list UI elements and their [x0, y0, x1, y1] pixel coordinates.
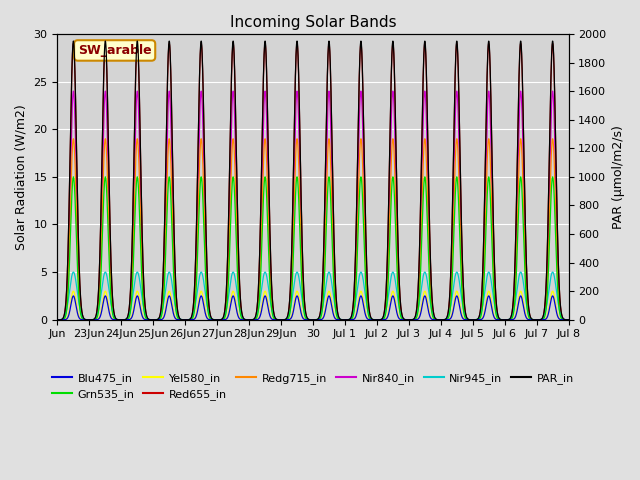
Blu475_in — [449, 310, 457, 315]
Nir945_in — [54, 317, 61, 323]
Red655_in — [564, 317, 572, 323]
Yel580_in — [230, 288, 237, 294]
Yel580_in — [449, 307, 457, 312]
Blu475_in — [230, 293, 237, 299]
Yel580_in — [486, 292, 494, 298]
Yel580_in — [521, 309, 529, 314]
Yel580_in — [70, 288, 77, 294]
Y-axis label: PAR (μmol/m2/s): PAR (μmol/m2/s) — [612, 125, 625, 229]
PAR_in — [99, 101, 107, 107]
Line: Nir840_in: Nir840_in — [58, 91, 568, 320]
Nir840_in — [564, 317, 572, 323]
Redg715_in — [564, 317, 572, 323]
Nir840_in — [195, 168, 202, 174]
Blu475_in — [195, 304, 202, 310]
Nir945_in — [449, 288, 457, 294]
Nir945_in — [564, 317, 572, 323]
Line: Yel580_in: Yel580_in — [58, 291, 568, 320]
Nir945_in — [521, 291, 529, 297]
PAR_in — [70, 38, 77, 44]
Grn535_in — [70, 174, 77, 180]
PAR_in — [54, 317, 61, 323]
Blu475_in — [564, 317, 572, 323]
Grn535_in — [230, 175, 237, 181]
PAR_in — [486, 67, 494, 72]
Title: Incoming Solar Bands: Incoming Solar Bands — [230, 15, 396, 30]
Grn535_in — [99, 213, 107, 218]
Blu475_in — [521, 311, 529, 317]
Blu475_in — [486, 297, 494, 302]
Redg715_in — [449, 237, 457, 243]
Legend: Blu475_in, Grn535_in, Yel580_in, Red655_in, Redg715_in, Nir840_in, Nir945_in, PA: Blu475_in, Grn535_in, Yel580_in, Red655_… — [47, 368, 579, 405]
Red655_in — [521, 204, 529, 210]
Yel580_in — [195, 300, 202, 306]
Red655_in — [449, 185, 457, 191]
Grn535_in — [521, 270, 529, 276]
Yel580_in — [564, 317, 572, 323]
Nir840_in — [230, 90, 237, 96]
Red655_in — [486, 69, 494, 74]
Red655_in — [70, 41, 77, 47]
Red655_in — [99, 103, 107, 108]
Redg715_in — [486, 156, 494, 162]
Blu475_in — [54, 317, 61, 323]
Y-axis label: Solar Radiation (W/m2): Solar Radiation (W/m2) — [15, 104, 28, 250]
Nir945_in — [230, 269, 237, 275]
Grn535_in — [486, 192, 494, 198]
Red655_in — [195, 129, 202, 135]
Red655_in — [54, 317, 61, 323]
Yel580_in — [54, 317, 61, 323]
Nir840_in — [54, 317, 61, 323]
Line: Red655_in: Red655_in — [58, 44, 568, 320]
Nir840_in — [99, 144, 107, 150]
Line: Blu475_in: Blu475_in — [58, 296, 568, 320]
Grn535_in — [449, 260, 457, 265]
Grn535_in — [195, 228, 202, 234]
Redg715_in — [195, 199, 202, 205]
PAR_in — [230, 40, 237, 46]
Line: Redg715_in: Redg715_in — [58, 139, 568, 320]
Nir945_in — [70, 269, 77, 275]
PAR_in — [521, 203, 529, 209]
Redg715_in — [230, 137, 237, 143]
Nir945_in — [486, 273, 494, 278]
Redg715_in — [99, 180, 107, 186]
Redg715_in — [521, 250, 529, 256]
Redg715_in — [54, 317, 61, 323]
Nir840_in — [70, 88, 77, 94]
Grn535_in — [54, 317, 61, 323]
PAR_in — [564, 317, 572, 323]
Text: SW_arable: SW_arable — [78, 44, 152, 57]
Red655_in — [230, 42, 237, 48]
Line: PAR_in: PAR_in — [58, 41, 568, 320]
Line: Grn535_in: Grn535_in — [58, 177, 568, 320]
Nir840_in — [521, 232, 529, 238]
Yel580_in — [99, 297, 107, 302]
Nir945_in — [195, 280, 202, 286]
PAR_in — [195, 128, 202, 133]
PAR_in — [449, 184, 457, 190]
Nir840_in — [486, 114, 494, 120]
Grn535_in — [564, 317, 572, 323]
Nir840_in — [449, 216, 457, 222]
Blu475_in — [99, 301, 107, 307]
Blu475_in — [70, 293, 77, 299]
Redg715_in — [70, 136, 77, 142]
Line: Nir945_in: Nir945_in — [58, 272, 568, 320]
Nir945_in — [99, 277, 107, 283]
